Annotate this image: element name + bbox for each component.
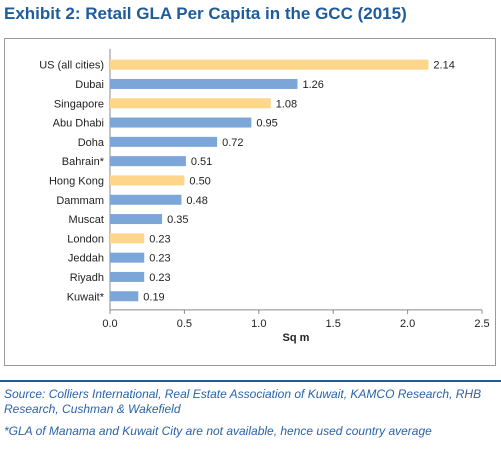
divider-rule [0,380,501,382]
category-label: Dammam [56,195,104,207]
data-label: 0.23 [149,272,170,284]
category-label: Dubai [75,79,104,91]
x-tick-label: 1.5 [326,318,341,330]
bar [110,98,271,109]
bar [110,59,429,70]
chart-frame: US (all cities) 2.14 Dubai 1.26 Singapore 1.0… [4,38,496,366]
data-label: 1.26 [302,79,323,91]
category-label: Abu Dhabi [53,118,104,130]
category-label: US (all cities) [39,60,104,72]
chart-title: Exhibit 2: Retail GLA Per Capita in the … [4,4,407,23]
category-label: Jeddah [68,253,104,265]
x-tick-label: 2.5 [474,318,489,330]
category-label: Bahrain* [62,156,105,168]
data-label: 0.95 [256,118,277,130]
bar [110,214,163,225]
bar [110,291,139,302]
data-label: 0.19 [143,291,164,303]
bar [110,271,145,282]
x-tick-label: 2.0 [400,318,415,330]
data-label: 0.50 [189,175,210,187]
footnote: *GLA of Manama and Kuwait City are not a… [4,424,432,438]
category-label: Muscat [69,214,104,226]
x-axis-title: Sq m [283,332,310,344]
x-tick-label: 0.0 [102,318,117,330]
bar-chart: US (all cities) 2.14 Dubai 1.26 Singapore 1.0… [39,49,490,344]
category-label: Singapore [54,98,104,110]
bar [110,175,185,186]
category-label: Riyadh [70,272,104,284]
bar [110,117,252,128]
data-label: 0.72 [222,137,243,149]
data-label: 0.23 [149,233,170,245]
bar [110,233,145,244]
x-tick-label: 0.5 [177,318,192,330]
bar [110,78,298,89]
data-label: 0.35 [167,214,188,226]
bar [110,194,182,205]
category-label: Kuwait* [67,291,105,303]
bar [110,136,218,147]
data-label: 1.08 [276,98,297,110]
data-label: 2.14 [433,60,454,72]
data-label: 0.51 [191,156,212,168]
source-note: Source: Colliers International, Real Est… [4,387,482,416]
data-label: 0.48 [186,195,207,207]
category-label: London [67,233,104,245]
category-label: Doha [78,137,105,149]
bar [110,252,145,263]
category-label: Hong Kong [49,175,104,187]
bar [110,156,186,167]
data-label: 0.23 [149,253,170,265]
x-tick-label: 1.0 [251,318,266,330]
